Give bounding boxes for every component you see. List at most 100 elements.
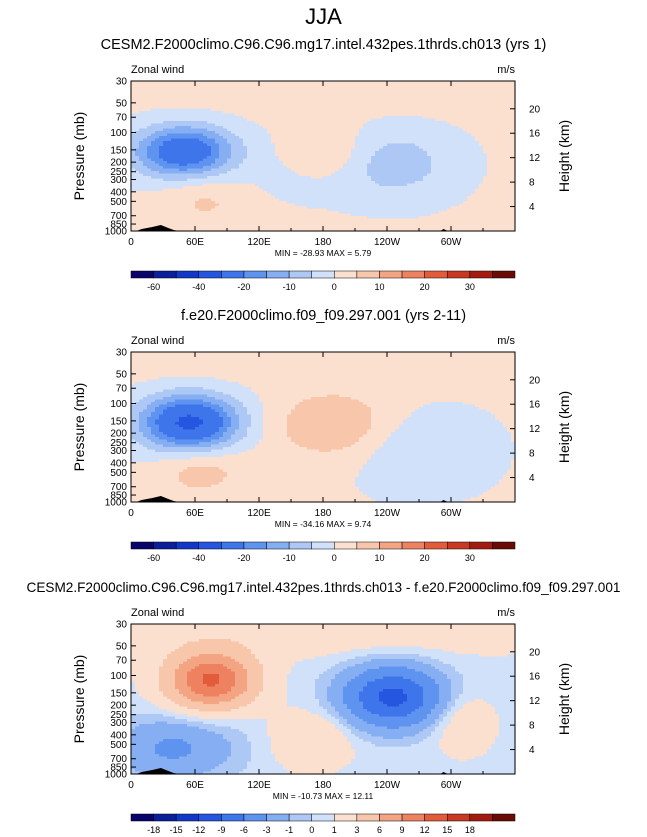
field-cell [263, 113, 268, 117]
field-cell [319, 193, 324, 197]
field-cell [299, 151, 304, 155]
field-cell [403, 196, 408, 200]
field-cell [431, 123, 436, 127]
field-cell [439, 158, 444, 162]
field-cell [379, 103, 384, 107]
field-cell [195, 101, 200, 105]
field-cell [287, 166, 292, 170]
field-cell [131, 191, 136, 195]
field-cell [155, 216, 160, 220]
field-cell [307, 211, 312, 215]
field-cell [255, 161, 260, 165]
field-cell [363, 176, 368, 180]
field-cell [283, 188, 288, 192]
field-cell [319, 223, 324, 227]
field-cell [327, 166, 332, 170]
field-cell [139, 141, 144, 145]
field-cell [331, 96, 336, 100]
field-cell [183, 131, 188, 135]
field-cell [203, 208, 208, 212]
field-cell [299, 221, 304, 225]
field-cell [379, 168, 384, 172]
field-cell [139, 151, 144, 155]
field-cell [135, 211, 140, 215]
field-cell [299, 211, 304, 215]
field-cell [371, 193, 376, 197]
field-cell [311, 191, 316, 195]
field-cell [303, 166, 308, 170]
field-cell [447, 153, 452, 157]
field-cell [455, 168, 460, 172]
field-cell [367, 96, 372, 100]
field-cell [387, 123, 392, 127]
field-cell [423, 113, 428, 117]
field-cell [411, 111, 416, 115]
field-cell [423, 151, 428, 155]
field-cell [151, 86, 156, 90]
field-cell [239, 121, 244, 125]
field-cell [407, 181, 412, 185]
field-cell [131, 221, 136, 225]
field-cell [267, 136, 272, 140]
field-cell [231, 203, 236, 207]
field-cell [255, 228, 260, 232]
field-cell [251, 223, 256, 227]
field-cell [351, 156, 356, 160]
field-cell [279, 88, 284, 92]
field-cell [283, 101, 288, 105]
field-cell [419, 133, 424, 137]
field-cell [195, 126, 200, 130]
field-cell [271, 111, 276, 115]
field-cell [211, 108, 216, 112]
field-cell [379, 148, 384, 152]
field-cell [295, 188, 300, 192]
field-cell [391, 178, 396, 182]
field-cell [215, 176, 220, 180]
field-cell [207, 81, 212, 85]
field-cell [195, 81, 200, 85]
field-cell [419, 91, 424, 95]
field-cell [167, 133, 172, 137]
field-cell [251, 108, 256, 112]
field-cell [267, 173, 272, 177]
field-cell [427, 91, 432, 95]
field-cell [227, 86, 232, 90]
field-cell [435, 123, 440, 127]
field-cell [287, 228, 292, 232]
field-cell [331, 153, 336, 157]
field-cell [319, 93, 324, 97]
field-cell [183, 108, 188, 112]
field-cell [163, 121, 168, 125]
field-cell [443, 223, 448, 227]
field-cell [223, 146, 228, 150]
field-cell [187, 153, 192, 157]
field-cell [255, 178, 260, 182]
field-cell [323, 203, 328, 207]
field-cell [451, 146, 456, 150]
field-cell [143, 188, 148, 192]
field-cell [459, 191, 464, 195]
field-cell [459, 158, 464, 162]
field-cell [271, 201, 276, 205]
field-cell [171, 211, 176, 215]
field-cell [315, 201, 320, 205]
field-cell [135, 181, 140, 185]
field-cell [291, 228, 296, 232]
field-cell [275, 183, 280, 187]
field-cell [279, 138, 284, 142]
field-cell [259, 126, 264, 130]
field-cell [443, 171, 448, 175]
field-cell [327, 216, 332, 220]
field-cell [167, 171, 172, 175]
field-cell [167, 206, 172, 210]
field-cell [219, 188, 224, 192]
field-cell [363, 188, 368, 192]
field-cell [367, 228, 372, 232]
field-cell [319, 118, 324, 122]
field-cell [443, 123, 448, 127]
field-cell [223, 191, 228, 195]
field-cell [351, 131, 356, 135]
field-cell [255, 156, 260, 160]
field-cell [135, 168, 140, 172]
field-cell [395, 161, 400, 165]
